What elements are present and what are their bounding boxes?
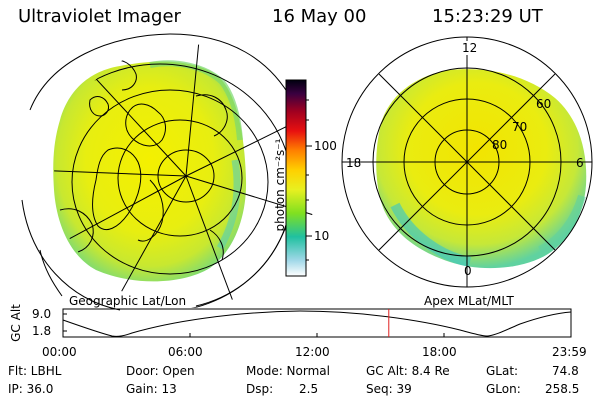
geographic-map bbox=[21, 33, 318, 311]
apex-polar-plot bbox=[341, 36, 593, 288]
time-tick-2: 12:00 bbox=[295, 345, 330, 359]
colorbar-tick-10: 10 bbox=[314, 229, 330, 243]
instrument-title: Ultraviolet Imager bbox=[18, 6, 181, 27]
left-uv-image bbox=[53, 61, 247, 282]
mlat-label-60: 60 bbox=[536, 97, 552, 111]
status-glon-label: GLon: bbox=[486, 382, 521, 396]
status-dsp-value: 2.5 bbox=[299, 382, 319, 396]
status-glat-value: 74.8 bbox=[552, 364, 579, 378]
time-tick-0: 00:00 bbox=[42, 345, 77, 359]
status-gc-alt: GC Alt: 8.4 Re bbox=[366, 364, 450, 378]
status-mode: Mode: Normal bbox=[246, 364, 330, 378]
status-glon-value: 258.5 bbox=[545, 382, 580, 396]
left-panel-caption: Geographic Lat/Lon bbox=[69, 294, 187, 308]
status-seq: Seq: 39 bbox=[366, 382, 412, 396]
time-tick-4: 23:59 bbox=[552, 345, 587, 359]
date-label: 16 May 00 bbox=[272, 6, 367, 27]
status-glat-label: GLat: bbox=[486, 364, 519, 378]
mlat-label-70: 70 bbox=[512, 120, 528, 134]
colorbar-unit-label: photon cm⁻²s⁻¹ bbox=[273, 138, 287, 232]
status-gain: Gain: 13 bbox=[126, 382, 177, 396]
time-tick-1: 06:00 bbox=[168, 345, 203, 359]
right-panel-caption: Apex MLat/MLT bbox=[424, 294, 514, 308]
altitude-ytick-low: 1.8 bbox=[32, 324, 52, 338]
altitude-ytick-high: 9.0 bbox=[32, 307, 52, 321]
right-uv-image bbox=[376, 69, 587, 269]
altitude-curve bbox=[62, 310, 572, 337]
mlt-label-0: 0 bbox=[464, 264, 472, 278]
time-label: 15:23:29 UT bbox=[432, 6, 543, 27]
status-filter: Flt: LBHL bbox=[8, 364, 62, 378]
status-ip: IP: 36.0 bbox=[8, 382, 54, 396]
altitude-ylabel: GC Alt bbox=[9, 304, 23, 342]
color-bar bbox=[285, 79, 312, 277]
status-door: Door: Open bbox=[126, 364, 195, 378]
colorbar-tick-100: 100 bbox=[314, 139, 337, 153]
altitude-plot bbox=[62, 308, 572, 338]
mlat-label-80: 80 bbox=[492, 138, 508, 152]
mlt-label-18: 18 bbox=[346, 156, 362, 170]
mlt-label-12: 12 bbox=[460, 41, 480, 55]
time-tick-3: 18:00 bbox=[422, 345, 457, 359]
status-dsp-label: Dsp: bbox=[246, 382, 274, 396]
mlt-label-6: 6 bbox=[576, 156, 584, 170]
